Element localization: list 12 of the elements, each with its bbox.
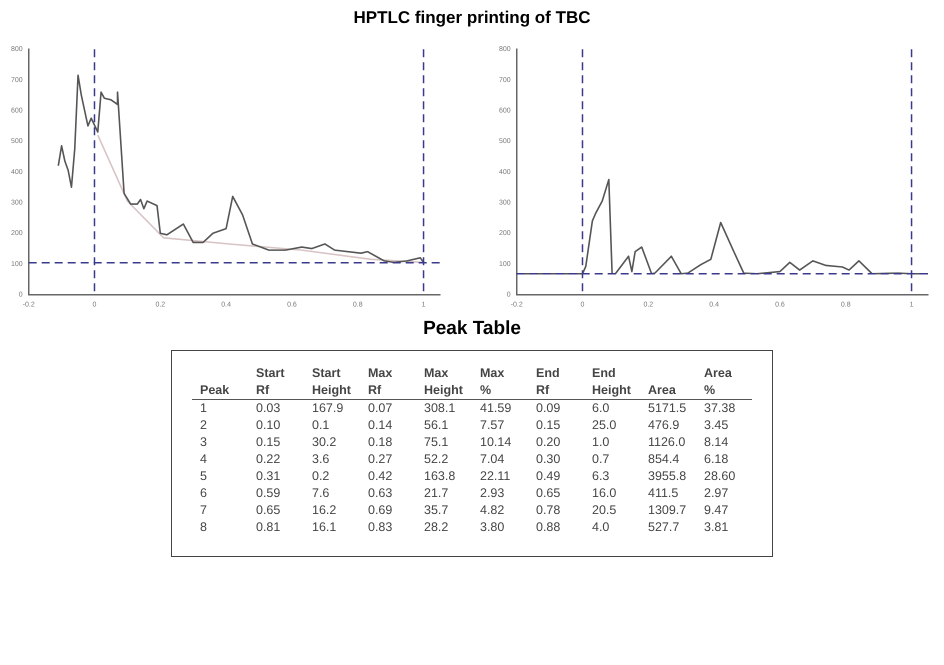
text: Start Start Max Max Max End End Area <box>255 365 733 382</box>
text: 8 0.81 16.1 0.83 28.2 3.80 0.88 4.0 527.7 3.81 <box>199 519 730 536</box>
text: Peak Rf Height Rf Height % Rf Height Area % <box>192 382 752 400</box>
text: 2 0.10 0.1 0.14 56.1 7.57 0.15 25.0 476.9 3.45 <box>199 417 730 434</box>
chart-title: HPTLC finger printing of TBC <box>352 8 592 28</box>
text: 7 0.65 16.2 0.69 35.7 4.82 0.78 20.5 1309.7 9.47 <box>199 502 730 519</box>
text: 5 0.31 0.2 0.42 163.8 22.11 0.49 6.3 3955.8 28.60 <box>199 468 736 485</box>
text: 1 0.03 167.9 0.07 308.1 41.59 0.09 6.0 5171.5 37.38 <box>199 400 736 417</box>
text: 4 0.22 3.6 0.27 52.2 7.04 0.30 0.7 854.4 6.18 <box>199 451 730 468</box>
text: Peak Table <box>423 318 521 340</box>
text: 3 0.15 30.2 0.18 75.1 10.14 0.20 1.0 1126.0 8.14 <box>199 434 730 451</box>
text: 6 0.59 7.6 0.63 21.7 2.93 0.65 16.0 411.5 2.97 <box>199 485 730 502</box>
